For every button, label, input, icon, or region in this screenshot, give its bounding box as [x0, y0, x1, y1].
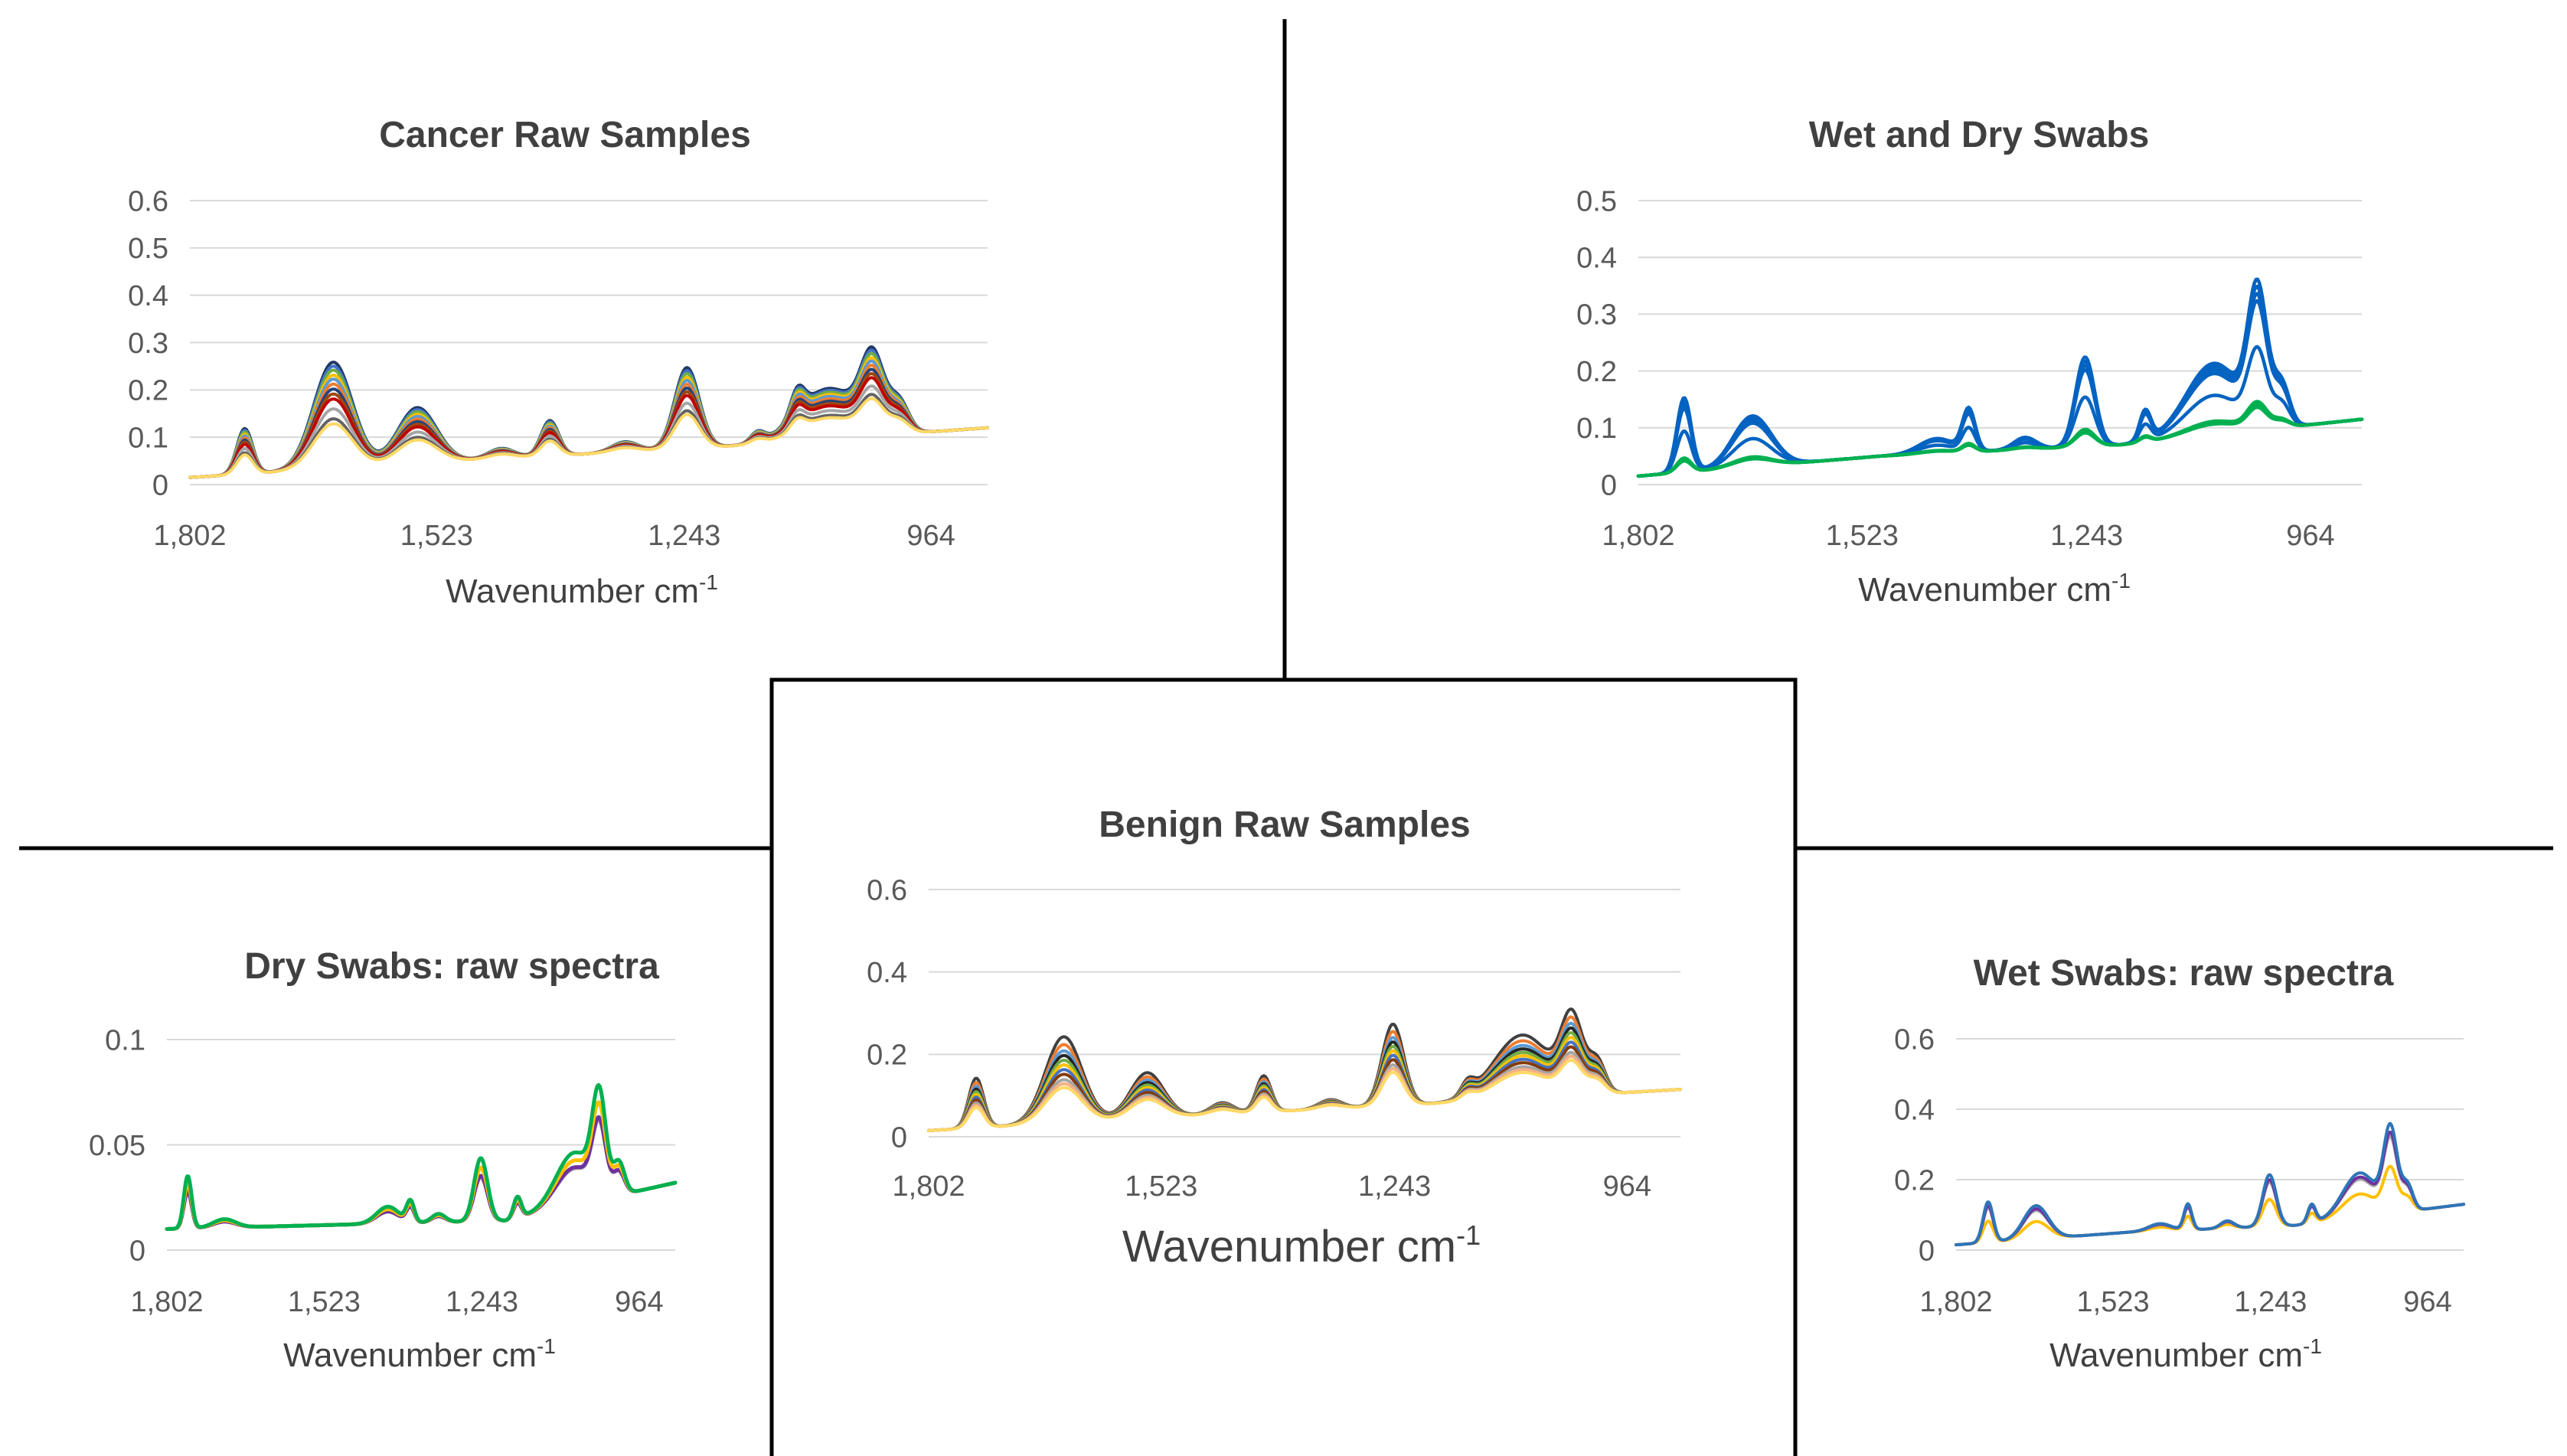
x-axis-label-text: Wavenumber cm [1858, 571, 2111, 609]
x-axis-label: Wavenumber cm-1 [446, 570, 718, 610]
y-tick-label: 0.6 [867, 874, 907, 906]
benign-panel-frame [769, 677, 1798, 1456]
x-tick-label: 1,802 [153, 520, 226, 552]
plot-area [188, 345, 989, 479]
y-tick-label: 0.2 [128, 375, 168, 407]
x-axis: 1,802 1,523 1,243 964 [153, 520, 955, 552]
x-axis-label-superscript: -1 [2303, 1334, 2322, 1358]
y-tick-label: 0.6 [1894, 1023, 1935, 1056]
y-tick-label: 0.1 [1576, 413, 1617, 445]
grid-layer [1638, 200, 2362, 485]
x-axis-label: Wavenumber cm-1 [1122, 1219, 1481, 1272]
y-tick-label: 0 [129, 1235, 145, 1267]
wet-dry-panel: Wet and Dry Swabs 0.5 0.4 0.3 0.2 0.1 0 1,802… [1576, 115, 2364, 609]
y-tick-label: 0.3 [1576, 299, 1617, 331]
chart-title: Wet Swabs: raw spectra [1974, 953, 2394, 994]
x-axis-label-superscript: -1 [2111, 569, 2131, 593]
x-axis-label-superscript: -1 [537, 1334, 556, 1358]
wet-swabs-panel: Wet Swabs: raw spectra 0.60.40.20 1,802 1… [1894, 953, 2465, 1374]
series-line-s11 [927, 1059, 1682, 1132]
x-tick-label: 964 [1603, 1170, 1651, 1203]
x-axis: 1,802 1,523 1,243 964 [1602, 520, 2334, 552]
x-tick-label: 1,243 [2050, 520, 2123, 552]
series-line-s12 [188, 397, 989, 479]
x-tick-label: 964 [615, 1286, 663, 1318]
y-tick-label: 0.1 [128, 422, 168, 454]
y-tick-label: 0.2 [1576, 356, 1617, 388]
x-axis-label-superscript: -1 [699, 570, 718, 594]
x-tick-label: 1,523 [288, 1286, 361, 1318]
x-tick-label: 964 [906, 520, 955, 552]
plot-area [927, 1007, 1682, 1132]
x-axis-label: Wavenumber cm-1 [1858, 569, 2131, 609]
y-tick-label: 0.5 [1576, 185, 1617, 217]
cancer-panel: Cancer Raw Samples 0.6 0.5 0.4 0.3 0.2 0.1 0 1… [128, 115, 989, 610]
x-tick-label: 1,243 [648, 520, 720, 552]
y-tick-label: 0 [152, 469, 168, 501]
x-tick-label: 1,243 [2234, 1286, 2307, 1318]
series-line-teal [1955, 1121, 2465, 1247]
y-axis: 0.6 0.5 0.4 0.3 0.2 0.1 0 [128, 185, 168, 501]
x-axis: 1,802 1,523 1,243 964 [130, 1286, 663, 1318]
x-axis-label-text: Wavenumber cm [2049, 1337, 2303, 1374]
y-tick-label: 0.5 [128, 233, 168, 265]
dry-swabs-panel: Dry Swabs: raw spectra 0.1 0.05 0 1,802 1,5… [89, 946, 678, 1374]
x-axis: 1,802 1,523 1,243 964 [1919, 1286, 2451, 1318]
x-tick-label: 964 [2403, 1286, 2451, 1318]
benign-panel: Benign Raw Samples 0.6 0.4 0.2 0 1,802 1,523… [867, 805, 1682, 1272]
plot-area [1955, 1121, 2465, 1247]
y-axis: 0.5 0.4 0.3 0.2 0.1 0 [1576, 185, 1617, 501]
y-tick-label: 0.2 [867, 1040, 907, 1072]
y-tick-label: 0.4 [867, 957, 907, 989]
x-tick-label: 1,243 [1358, 1170, 1431, 1203]
y-axis: 0.6 0.4 0.2 0 [1894, 1023, 1935, 1267]
x-axis-label-text: Wavenumber cm [446, 573, 699, 610]
x-tick-label: 1,802 [1919, 1286, 1992, 1318]
plot-area [1636, 277, 2364, 478]
y-tick-label: 0.1 [105, 1024, 145, 1056]
x-axis-label-text: Wavenumber cm [283, 1337, 537, 1374]
x-tick-label: 1,523 [1826, 520, 1899, 552]
x-tick-label: 1,802 [130, 1286, 203, 1318]
y-axis: 0.1 0.05 0 [89, 1024, 145, 1267]
y-tick-label: 0.3 [128, 328, 168, 360]
y-tick-label: 0.4 [1894, 1094, 1935, 1126]
x-axis: 1,802 1,523 1,243 964 [892, 1170, 1651, 1203]
x-tick-label: 1,523 [1125, 1170, 1197, 1203]
series-line-green [165, 1082, 678, 1231]
x-tick-label: 964 [2286, 520, 2334, 552]
x-tick-label: 1,523 [2077, 1286, 2150, 1318]
y-tick-label: 0.6 [128, 185, 168, 217]
y-tick-label: 0.4 [1576, 243, 1617, 275]
chart-title: Wet and Dry Swabs [1809, 115, 2150, 155]
x-axis-label-text: Wavenumber cm [1122, 1222, 1456, 1272]
x-axis-label: Wavenumber cm-1 [2049, 1334, 2322, 1374]
chart-title: Dry Swabs: raw spectra [244, 946, 659, 987]
y-tick-label: 0.4 [128, 280, 168, 312]
y-tick-label: 0.05 [89, 1130, 145, 1162]
plot-area [165, 1082, 678, 1231]
x-axis-label: Wavenumber cm-1 [283, 1334, 556, 1374]
y-tick-label: 0 [891, 1121, 907, 1154]
y-tick-label: 0 [1919, 1235, 1935, 1267]
x-axis-label-superscript: -1 [1456, 1219, 1481, 1251]
x-tick-label: 1,802 [1602, 520, 1674, 552]
series-line-dry-3 [1636, 405, 2364, 478]
chart-title: Benign Raw Samples [1099, 805, 1470, 845]
y-axis: 0.6 0.4 0.2 0 [867, 874, 907, 1154]
y-tick-label: 0 [1601, 469, 1617, 501]
x-tick-label: 1,802 [892, 1170, 965, 1203]
x-tick-label: 1,523 [400, 520, 473, 552]
chart-title: Cancer Raw Samples [379, 115, 751, 155]
y-tick-label: 0.2 [1894, 1164, 1935, 1196]
x-tick-label: 1,243 [446, 1286, 518, 1318]
